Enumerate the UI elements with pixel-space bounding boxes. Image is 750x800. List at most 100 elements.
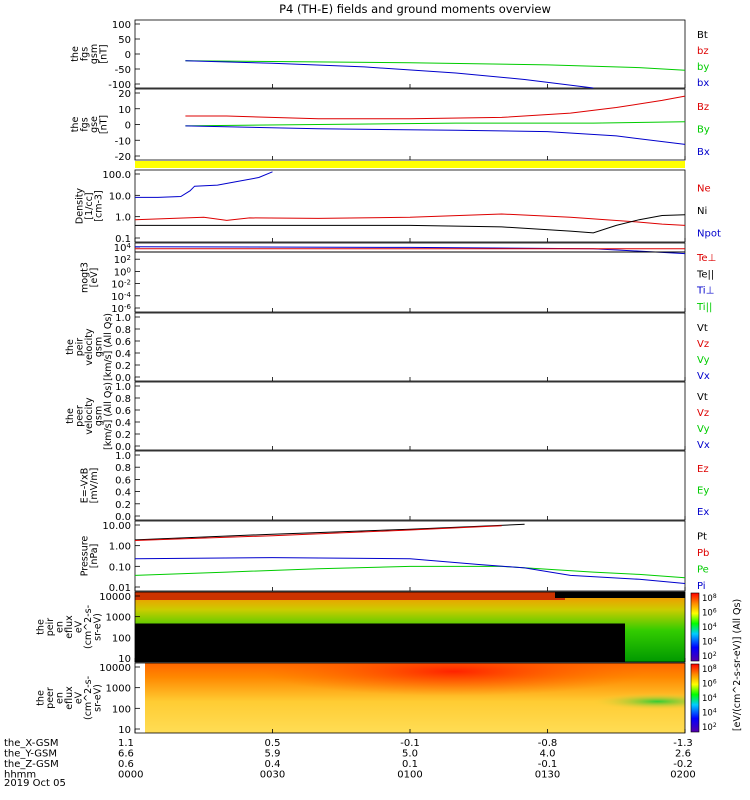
y-axis-label: (cm^2-s- bbox=[83, 676, 94, 720]
x-row-value: 0.4 bbox=[265, 759, 281, 770]
legend-entry: Vx bbox=[697, 371, 710, 382]
x-row-value: 0.1 bbox=[402, 759, 418, 770]
y-axis-label: sr-eV) bbox=[93, 613, 104, 641]
y-tick-label: 0.0 bbox=[115, 373, 131, 384]
y-axis-label: mogt3 bbox=[79, 262, 90, 293]
peir-spectrogram-gap bbox=[555, 592, 685, 598]
colorbar bbox=[690, 592, 700, 662]
y-tick-label: 10000 bbox=[99, 592, 131, 603]
x-row-value: 0200 bbox=[670, 770, 695, 781]
legend-entry: Pt bbox=[697, 531, 707, 542]
legend-entry: Vy bbox=[697, 424, 710, 435]
series-line-green bbox=[185, 121, 686, 127]
y-axis-label: [eV] bbox=[89, 268, 100, 288]
y-tick-label: 0.4 bbox=[115, 488, 131, 499]
y-tick-label: 100 bbox=[112, 633, 131, 644]
y-axis-label: fgs bbox=[79, 117, 90, 131]
y-tick-label: -50 bbox=[115, 65, 131, 76]
x-row-value: 0.6 bbox=[118, 759, 134, 770]
series-line-blue bbox=[185, 125, 686, 145]
y-tick-label: 0.6 bbox=[115, 337, 131, 348]
legend-entry: bx bbox=[697, 78, 709, 89]
y-axis-label: velocity bbox=[84, 328, 95, 366]
legend-entry: Te|| bbox=[696, 269, 714, 280]
panel-temperature: 10410210010-210-410-6mogt3[eV]Te⊥Te||Ti⊥… bbox=[79, 242, 716, 315]
y-tick-label: 0.8 bbox=[115, 325, 131, 336]
y-tick-label: 1.00 bbox=[109, 542, 131, 553]
y-tick-label: 0 bbox=[125, 50, 131, 61]
y-tick-label: 0.8 bbox=[115, 394, 131, 405]
peer-spectrogram-gap bbox=[135, 663, 145, 733]
colorbar bbox=[690, 663, 700, 733]
colorbar-label: [eV/(cm^2-s-sr-eV)] (All Qs) bbox=[732, 599, 743, 731]
y-tick-label: 0.1 bbox=[115, 234, 131, 245]
legend-entry: Vz bbox=[697, 408, 709, 419]
y-tick-label: 0.6 bbox=[115, 406, 131, 417]
panel-frame bbox=[134, 450, 686, 521]
x-row-value: -0.1 bbox=[400, 738, 420, 749]
y-tick-label: -10 bbox=[115, 136, 131, 147]
y-tick-label: 10.00 bbox=[102, 521, 131, 532]
y-tick-label: 1.0 bbox=[115, 213, 131, 224]
y-tick-label: 0.0 bbox=[115, 512, 131, 523]
x-row-value: 2.6 bbox=[675, 749, 691, 760]
legend-entry: Ne bbox=[697, 183, 711, 194]
series-line-red bbox=[134, 213, 686, 226]
y-axis-label: the bbox=[65, 408, 76, 424]
y-tick-label: 0.2 bbox=[115, 361, 131, 372]
y-axis-label: Density bbox=[75, 188, 86, 224]
y-axis-label: [nT] bbox=[98, 44, 109, 63]
y-axis-label: Pressure bbox=[79, 536, 90, 577]
y-tick-label: 0.01 bbox=[109, 583, 131, 594]
y-axis-label: [mV/m] bbox=[89, 468, 100, 504]
x-row-value: 4.0 bbox=[540, 749, 556, 760]
legend-entry: Ti⊥ bbox=[696, 286, 714, 297]
panel-frame bbox=[134, 88, 686, 161]
legend-entry: Te⊥ bbox=[696, 253, 716, 264]
legend-entry: By bbox=[697, 125, 710, 136]
y-tick-label: 0 bbox=[125, 121, 131, 132]
legend-entry: Vt bbox=[697, 323, 708, 334]
y-axis-label: [cm-3] bbox=[94, 190, 105, 221]
colorbar-tick-label: 106 bbox=[702, 608, 717, 619]
x-row-label: hhmm bbox=[4, 770, 36, 781]
colorbar-tick-label: 102 bbox=[702, 722, 717, 733]
legend-entry: Bz bbox=[697, 102, 709, 113]
y-tick-label: 10 bbox=[118, 654, 131, 665]
y-tick-label: 10 bbox=[118, 725, 131, 736]
y-tick-label: 1000 bbox=[106, 613, 131, 624]
x-row-label: the_Z-GSM bbox=[4, 759, 59, 770]
y-axis-label: peir bbox=[75, 338, 86, 357]
panel-pressure: 10.00 1.00 0.10 0.01 Pressure[nPa] Pt Pb Pe Pi bbox=[79, 520, 709, 594]
legend-entry: Ti|| bbox=[696, 302, 712, 313]
y-tick-label: 100 bbox=[114, 266, 131, 278]
peir-spectrogram-low bbox=[135, 623, 625, 662]
y-axis-label: gsm bbox=[94, 337, 105, 357]
y-axis-label: eV bbox=[74, 620, 85, 633]
series-line-green bbox=[134, 565, 686, 579]
panel-peer_velocity: 1.00.80.60.40.20.0 thepeervelocitygsm[km/… bbox=[65, 381, 710, 453]
colorbar-tick-label: 106 bbox=[702, 679, 717, 690]
y-axis-label: the bbox=[70, 117, 81, 133]
y-tick-label: -20 bbox=[115, 152, 131, 163]
series-line-blue bbox=[135, 171, 273, 198]
x-axis-labels: the_X-GSM 1.1 0.5 -0.1 -0.8 -1.3 the_Y-GSM 6.6 5… bbox=[4, 738, 696, 781]
legend-entry: Pe bbox=[697, 564, 709, 575]
y-tick-label: 10-4 bbox=[111, 291, 131, 303]
y-tick-label: 100.0 bbox=[102, 170, 131, 181]
y-axis-label: eflux bbox=[64, 615, 75, 639]
y-tick-label: 10-2 bbox=[111, 279, 131, 291]
panel-peer_eflux: 108 106 104 104 102 10000 1000 100 10 thepeerenef… bbox=[36, 662, 717, 736]
y-tick-label: 102 bbox=[114, 254, 131, 266]
x-row-value: -0.1 bbox=[538, 759, 558, 770]
panel-density: 100.0 10.0 1.0 0.1 Density[1/cc][cm-3] Ne Ni Np… bbox=[75, 169, 721, 245]
panel-frame bbox=[134, 520, 686, 592]
y-tick-label: 0.2 bbox=[115, 430, 131, 441]
x-row-value: 0030 bbox=[260, 770, 285, 781]
legend-entry: Pi bbox=[697, 581, 706, 592]
y-tick-label: 1.0 bbox=[115, 451, 131, 462]
series-line-red bbox=[134, 525, 502, 541]
